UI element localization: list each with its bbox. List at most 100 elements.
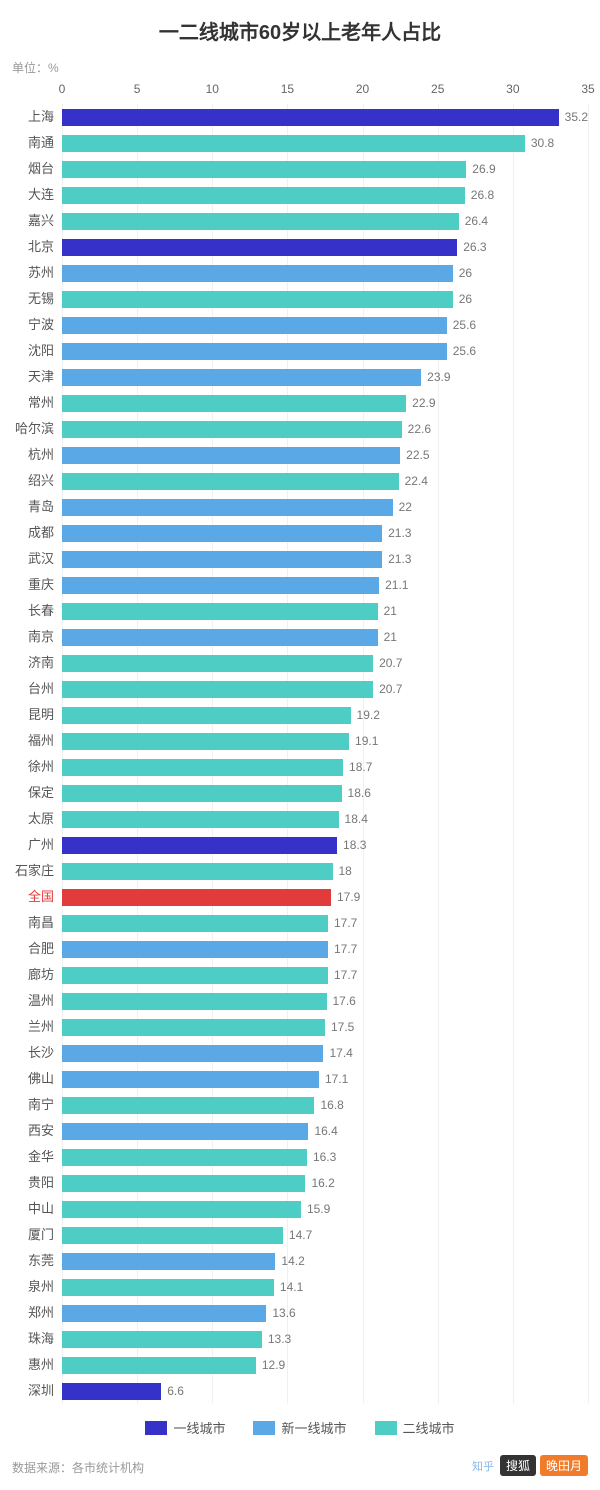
bar-row: 17.5 [62,1014,588,1040]
bar-row: 21.1 [62,572,588,598]
bar-row: 12.9 [62,1352,588,1378]
category-label: 苏州 [12,260,62,286]
bar-row: 25.6 [62,338,588,364]
bar-value: 18.3 [343,838,366,852]
category-label: 天津 [12,364,62,390]
bar [62,1123,308,1140]
bar [62,759,343,776]
category-label: 杭州 [12,442,62,468]
bar [62,1201,301,1218]
bar [62,733,349,750]
category-label: 常州 [12,390,62,416]
bar [62,629,378,646]
bar-row: 16.2 [62,1170,588,1196]
bar-value: 22.5 [406,448,429,462]
bar-value: 13.6 [272,1306,295,1320]
category-label: 沈阳 [12,338,62,364]
bar-row: 16.3 [62,1144,588,1170]
bar-row: 17.4 [62,1040,588,1066]
bar-value: 19.2 [357,708,380,722]
category-label: 中山 [12,1196,62,1222]
bar [62,499,393,516]
category-label: 长沙 [12,1040,62,1066]
category-label: 烟台 [12,156,62,182]
bar-row: 16.4 [62,1118,588,1144]
category-label: 绍兴 [12,468,62,494]
plot: 上海南通烟台大连嘉兴北京苏州无锡宁波沈阳天津常州哈尔滨杭州绍兴青岛成都武汉重庆长… [12,82,588,1404]
bar-value: 21 [384,630,397,644]
bar-row: 22.5 [62,442,588,468]
bar [62,551,382,568]
bar-value: 21 [384,604,397,618]
bar-row: 17.7 [62,962,588,988]
x-tick: 35 [581,82,594,96]
category-label: 厦门 [12,1222,62,1248]
category-label: 南宁 [12,1092,62,1118]
category-label: 上海 [12,104,62,130]
bar-row: 13.3 [62,1326,588,1352]
bar [62,395,406,412]
category-label: 台州 [12,676,62,702]
bar-value: 26.9 [472,162,495,176]
legend: 一线城市新一线城市二线城市 [12,1418,588,1437]
bar [62,1071,319,1088]
bar-value: 26.8 [471,188,494,202]
bar [62,447,400,464]
footer: 数据来源：各市统计机构 知乎 搜狐 晚田月 [0,1445,600,1490]
bar-row: 26.3 [62,234,588,260]
bar-row: 14.7 [62,1222,588,1248]
bar-row: 17.1 [62,1066,588,1092]
category-label: 珠海 [12,1326,62,1352]
bar [62,967,328,984]
bar-value: 15.9 [307,1202,330,1216]
bar [62,1149,307,1166]
bar [62,1175,305,1192]
x-tick: 20 [356,82,369,96]
bar-row: 26 [62,286,588,312]
bar-value: 18.6 [348,786,371,800]
bar-value: 21.1 [385,578,408,592]
bar [62,863,333,880]
bar-row: 26 [62,260,588,286]
bar-row: 18.4 [62,806,588,832]
legend-item: 二线城市 [375,1418,455,1437]
bar-value: 18.7 [349,760,372,774]
category-label: 石家庄 [12,858,62,884]
bar [62,941,328,958]
category-label: 兰州 [12,1014,62,1040]
category-label: 徐州 [12,754,62,780]
bar-value: 16.8 [320,1098,343,1112]
bar-value: 17.6 [333,994,356,1008]
bar-value: 30.8 [531,136,554,150]
category-label: 贵阳 [12,1170,62,1196]
bar-value: 14.2 [281,1254,304,1268]
gridline [588,104,589,1404]
legend-swatch [253,1421,275,1435]
x-axis: 05101520253035 [62,82,588,104]
bar-row: 21 [62,598,588,624]
x-tick: 10 [206,82,219,96]
category-label: 哈尔滨 [12,416,62,442]
bar-value: 17.5 [331,1020,354,1034]
category-label: 青岛 [12,494,62,520]
bar-value: 17.1 [325,1072,348,1086]
legend-label: 二线城市 [403,1418,455,1437]
watermark-sohu: 搜狐 [500,1455,536,1476]
bar-row: 18.7 [62,754,588,780]
bar-row: 30.8 [62,130,588,156]
category-label: 廊坊 [12,962,62,988]
bar-value: 26 [459,292,472,306]
bar-row: 14.1 [62,1274,588,1300]
category-label: 南京 [12,624,62,650]
legend-item: 新一线城市 [253,1418,346,1437]
bar-value: 13.3 [268,1332,291,1346]
bar-value: 12.9 [262,1358,285,1372]
category-label: 全国 [12,884,62,910]
bar-value: 18.4 [345,812,368,826]
bar-value: 21.3 [388,552,411,566]
watermark-right: 晚田月 [540,1455,588,1476]
bar-value: 22.6 [408,422,431,436]
bar-row: 20.7 [62,650,588,676]
category-label: 佛山 [12,1066,62,1092]
bar-value: 16.4 [314,1124,337,1138]
